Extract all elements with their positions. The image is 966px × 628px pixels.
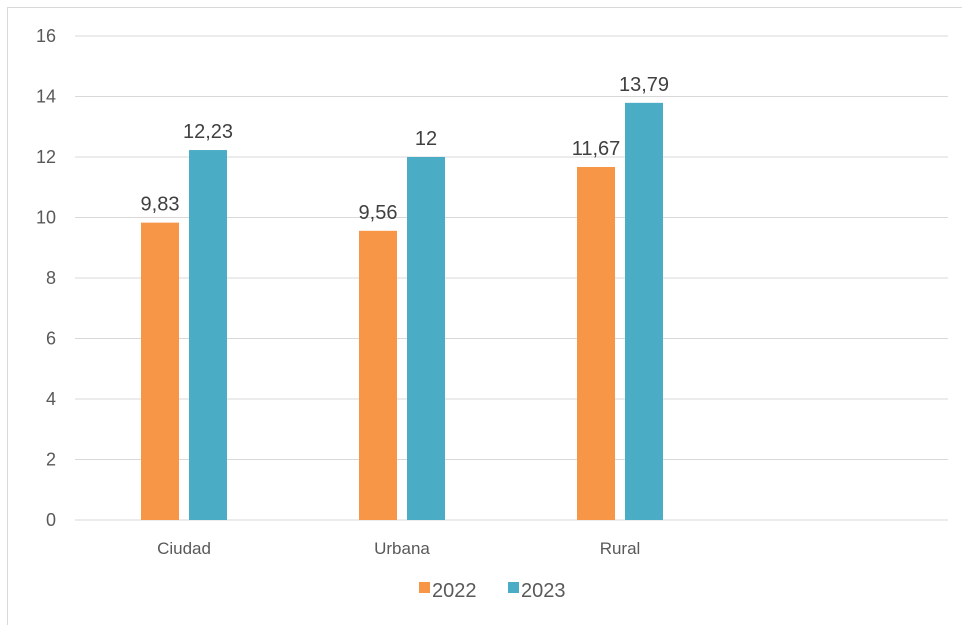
gridlines <box>75 35 948 521</box>
x-tick-label: Rural <box>600 539 641 558</box>
y-tick-label: 10 <box>36 208 56 228</box>
data-label: 9,56 <box>359 202 398 224</box>
bar-2022-rural <box>577 166 615 521</box>
data-label: 13,79 <box>619 74 669 96</box>
legend-label: 2022 <box>432 580 477 602</box>
y-tick-label: 0 <box>46 510 56 530</box>
bar-2023-rural <box>625 102 663 520</box>
y-tick-label: 12 <box>36 147 56 167</box>
bar-2023-urbana <box>407 157 445 520</box>
y-axis-ticks: 0 2 4 6 8 10 12 14 16 <box>36 26 56 530</box>
data-label: 9,83 <box>141 194 180 216</box>
y-tick-label: 16 <box>36 26 56 46</box>
x-axis-categories: Ciudad Urbana Rural <box>157 539 640 558</box>
bar-2022-ciudad <box>141 222 179 520</box>
x-tick-label: Ciudad <box>157 539 211 558</box>
legend-label: 2023 <box>521 580 566 602</box>
legend: 2022 2023 <box>419 580 566 602</box>
bar-2022-urbana <box>359 230 397 520</box>
x-tick-label: Urbana <box>374 539 430 558</box>
data-labels: 9,83 12,23 9,56 12 11,67 13,79 <box>141 74 670 224</box>
y-tick-label: 6 <box>46 329 56 349</box>
data-label: 12 <box>415 128 437 150</box>
bar-2023-ciudad <box>189 150 227 521</box>
chart-frame <box>7 7 962 625</box>
data-label: 11,67 <box>572 138 621 160</box>
y-tick-label: 14 <box>36 87 56 107</box>
legend-swatch-2023 <box>508 582 519 593</box>
y-tick-label: 4 <box>46 389 56 409</box>
y-tick-label: 2 <box>46 450 56 470</box>
legend-swatch-2022 <box>419 582 430 593</box>
y-tick-label: 8 <box>46 268 56 288</box>
bars <box>141 102 663 521</box>
data-label: 12,23 <box>183 121 233 143</box>
